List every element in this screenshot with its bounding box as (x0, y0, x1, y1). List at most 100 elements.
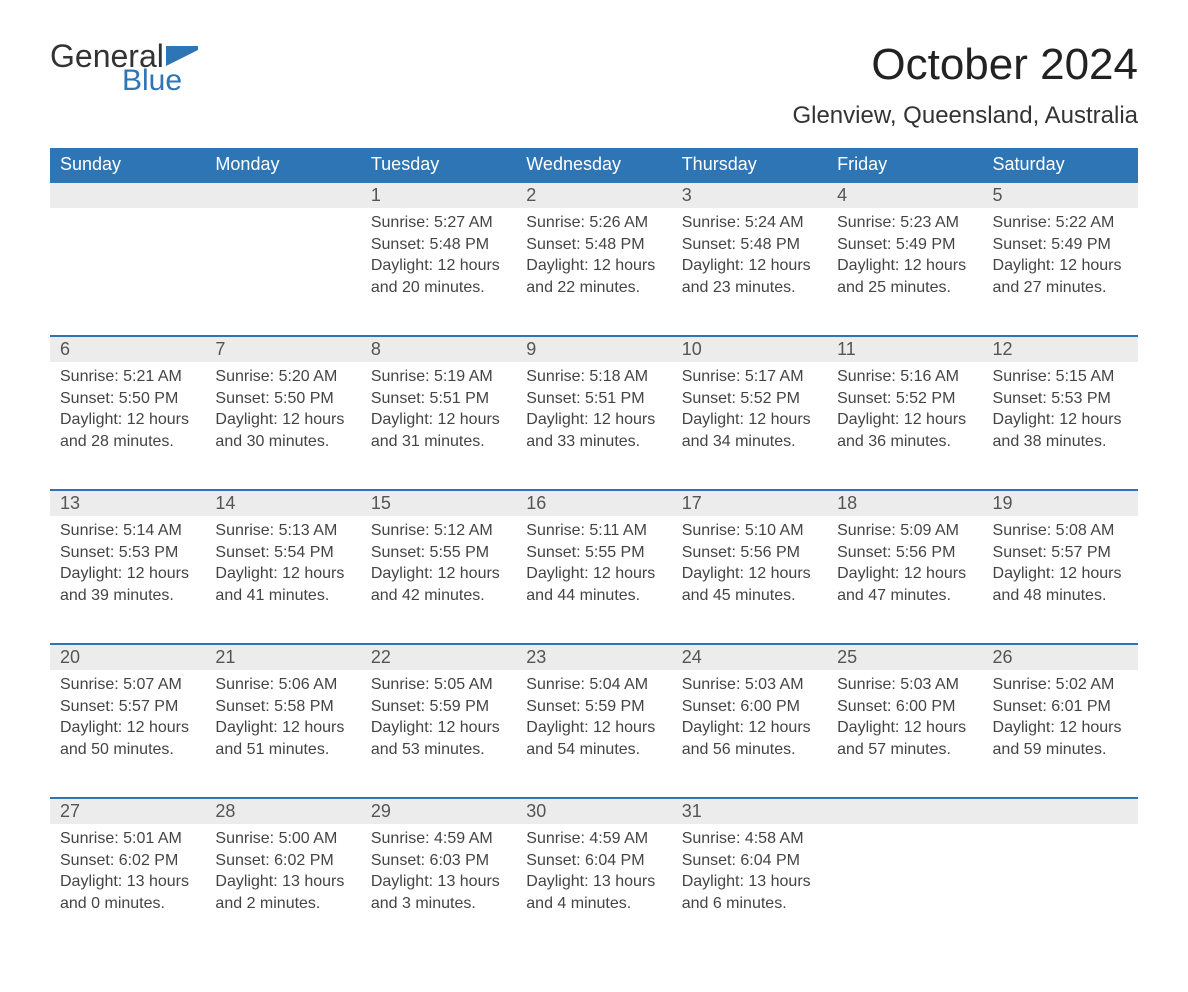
daylight-line-2: and 3 minutes. (371, 893, 506, 915)
day-number: 28 (205, 798, 360, 824)
day-cell: Sunrise: 5:08 AMSunset: 5:57 PMDaylight:… (983, 516, 1138, 644)
daylight-line-1: Daylight: 12 hours (526, 409, 661, 431)
daylight-line-2: and 44 minutes. (526, 585, 661, 607)
day-cell: Sunrise: 5:09 AMSunset: 5:56 PMDaylight:… (827, 516, 982, 644)
sunrise-line: Sunrise: 5:03 AM (837, 674, 972, 696)
sunset-line: Sunset: 5:52 PM (837, 388, 972, 410)
sunset-line: Sunset: 6:02 PM (60, 850, 195, 872)
week-daynum-row: 6789101112 (50, 336, 1138, 362)
day-cell: Sunrise: 5:26 AMSunset: 5:48 PMDaylight:… (516, 208, 671, 336)
week-body-row: Sunrise: 5:14 AMSunset: 5:53 PMDaylight:… (50, 516, 1138, 644)
daylight-line-1: Daylight: 13 hours (215, 871, 350, 893)
sunrise-line: Sunrise: 5:20 AM (215, 366, 350, 388)
day-cell: Sunrise: 5:07 AMSunset: 5:57 PMDaylight:… (50, 670, 205, 798)
empty-daynum-cell (50, 182, 205, 208)
day-cell: Sunrise: 5:03 AMSunset: 6:00 PMDaylight:… (672, 670, 827, 798)
day-number: 25 (827, 644, 982, 670)
day-number: 20 (50, 644, 205, 670)
col-sunday: Sunday (50, 148, 205, 182)
col-wednesday: Wednesday (516, 148, 671, 182)
daylight-line-2: and 47 minutes. (837, 585, 972, 607)
day-number: 18 (827, 490, 982, 516)
day-number: 26 (983, 644, 1138, 670)
daylight-line-2: and 42 minutes. (371, 585, 506, 607)
sunrise-line: Sunrise: 5:21 AM (60, 366, 195, 388)
daylight-line-1: Daylight: 12 hours (993, 255, 1128, 277)
daylight-line-1: Daylight: 12 hours (526, 563, 661, 585)
day-cell: Sunrise: 5:22 AMSunset: 5:49 PMDaylight:… (983, 208, 1138, 336)
sunrise-line: Sunrise: 4:59 AM (526, 828, 661, 850)
sunrise-line: Sunrise: 5:26 AM (526, 212, 661, 234)
day-number: 4 (827, 182, 982, 208)
sunrise-line: Sunrise: 5:14 AM (60, 520, 195, 542)
sunrise-line: Sunrise: 4:58 AM (682, 828, 817, 850)
daylight-line-2: and 54 minutes. (526, 739, 661, 761)
daylight-line-1: Daylight: 12 hours (682, 563, 817, 585)
day-cell: Sunrise: 5:23 AMSunset: 5:49 PMDaylight:… (827, 208, 982, 336)
day-number: 21 (205, 644, 360, 670)
day-cell: Sunrise: 5:05 AMSunset: 5:59 PMDaylight:… (361, 670, 516, 798)
sunset-line: Sunset: 6:00 PM (682, 696, 817, 718)
day-cell: Sunrise: 5:19 AMSunset: 5:51 PMDaylight:… (361, 362, 516, 490)
day-cell: Sunrise: 5:03 AMSunset: 6:00 PMDaylight:… (827, 670, 982, 798)
sunset-line: Sunset: 5:55 PM (371, 542, 506, 564)
day-number: 15 (361, 490, 516, 516)
sunset-line: Sunset: 5:59 PM (371, 696, 506, 718)
day-cell: Sunrise: 5:14 AMSunset: 5:53 PMDaylight:… (50, 516, 205, 644)
day-number: 13 (50, 490, 205, 516)
daylight-line-2: and 57 minutes. (837, 739, 972, 761)
sunrise-line: Sunrise: 5:12 AM (371, 520, 506, 542)
day-number: 17 (672, 490, 827, 516)
week-body-row: Sunrise: 5:01 AMSunset: 6:02 PMDaylight:… (50, 824, 1138, 952)
col-saturday: Saturday (983, 148, 1138, 182)
sunrise-line: Sunrise: 5:27 AM (371, 212, 506, 234)
sunset-line: Sunset: 5:53 PM (993, 388, 1128, 410)
day-cell: Sunrise: 5:06 AMSunset: 5:58 PMDaylight:… (205, 670, 360, 798)
day-cell: Sunrise: 5:13 AMSunset: 5:54 PMDaylight:… (205, 516, 360, 644)
daylight-line-1: Daylight: 12 hours (60, 717, 195, 739)
daylight-line-1: Daylight: 12 hours (837, 717, 972, 739)
daylight-line-2: and 31 minutes. (371, 431, 506, 453)
calendar-table: Sunday Monday Tuesday Wednesday Thursday… (50, 148, 1138, 952)
day-cell: Sunrise: 5:24 AMSunset: 5:48 PMDaylight:… (672, 208, 827, 336)
daylight-line-1: Daylight: 12 hours (215, 717, 350, 739)
sunset-line: Sunset: 5:56 PM (682, 542, 817, 564)
day-number: 22 (361, 644, 516, 670)
day-number: 27 (50, 798, 205, 824)
daylight-line-2: and 48 minutes. (993, 585, 1128, 607)
week-daynum-row: 2728293031 (50, 798, 1138, 824)
daylight-line-1: Daylight: 12 hours (371, 409, 506, 431)
sunset-line: Sunset: 5:48 PM (682, 234, 817, 256)
sunrise-line: Sunrise: 5:08 AM (993, 520, 1128, 542)
daylight-line-1: Daylight: 13 hours (60, 871, 195, 893)
empty-day-cell (50, 208, 205, 336)
sunset-line: Sunset: 5:51 PM (371, 388, 506, 410)
sunrise-line: Sunrise: 5:16 AM (837, 366, 972, 388)
daylight-line-1: Daylight: 12 hours (371, 255, 506, 277)
day-cell: Sunrise: 4:59 AMSunset: 6:03 PMDaylight:… (361, 824, 516, 952)
sunrise-line: Sunrise: 5:18 AM (526, 366, 661, 388)
daylight-line-2: and 4 minutes. (526, 893, 661, 915)
daylight-line-2: and 39 minutes. (60, 585, 195, 607)
day-number: 3 (672, 182, 827, 208)
daylight-line-2: and 22 minutes. (526, 277, 661, 299)
sunset-line: Sunset: 5:51 PM (526, 388, 661, 410)
sunset-line: Sunset: 6:03 PM (371, 850, 506, 872)
day-cell: Sunrise: 5:04 AMSunset: 5:59 PMDaylight:… (516, 670, 671, 798)
sunrise-line: Sunrise: 5:23 AM (837, 212, 972, 234)
week-daynum-row: 13141516171819 (50, 490, 1138, 516)
empty-daynum-cell (827, 798, 982, 824)
daylight-line-1: Daylight: 12 hours (215, 409, 350, 431)
sunset-line: Sunset: 5:52 PM (682, 388, 817, 410)
day-cell: Sunrise: 5:12 AMSunset: 5:55 PMDaylight:… (361, 516, 516, 644)
sunrise-line: Sunrise: 5:04 AM (526, 674, 661, 696)
sunrise-line: Sunrise: 5:15 AM (993, 366, 1128, 388)
sunset-line: Sunset: 6:01 PM (993, 696, 1128, 718)
daylight-line-2: and 20 minutes. (371, 277, 506, 299)
day-cell: Sunrise: 5:16 AMSunset: 5:52 PMDaylight:… (827, 362, 982, 490)
sunset-line: Sunset: 5:49 PM (993, 234, 1128, 256)
day-cell: Sunrise: 5:00 AMSunset: 6:02 PMDaylight:… (205, 824, 360, 952)
daylight-line-1: Daylight: 12 hours (60, 563, 195, 585)
daylight-line-2: and 0 minutes. (60, 893, 195, 915)
day-cell: Sunrise: 5:27 AMSunset: 5:48 PMDaylight:… (361, 208, 516, 336)
